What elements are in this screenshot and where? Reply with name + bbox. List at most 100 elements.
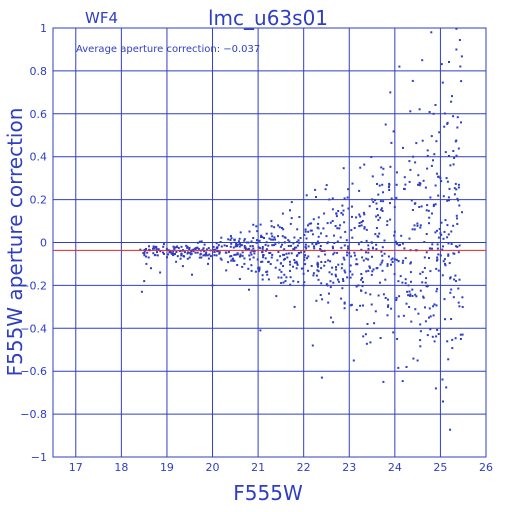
data-point bbox=[418, 108, 421, 111]
y-tick-label: 1 bbox=[40, 22, 47, 35]
data-point bbox=[438, 228, 441, 230]
data-point bbox=[219, 257, 222, 260]
data-point bbox=[434, 184, 437, 187]
data-point bbox=[458, 305, 461, 308]
data-point bbox=[250, 264, 253, 267]
data-point bbox=[205, 248, 208, 251]
data-point bbox=[238, 278, 241, 280]
data-point bbox=[323, 212, 326, 215]
data-point bbox=[276, 259, 279, 262]
data-point bbox=[456, 217, 458, 220]
data-point bbox=[367, 251, 370, 254]
data-point bbox=[265, 248, 268, 251]
data-point bbox=[174, 253, 176, 255]
data-point bbox=[428, 111, 431, 113]
data-point bbox=[303, 281, 306, 284]
data-point bbox=[241, 265, 244, 268]
data-point bbox=[365, 270, 368, 273]
data-point bbox=[359, 166, 362, 169]
data-point bbox=[432, 203, 435, 206]
data-point bbox=[389, 91, 392, 94]
data-point bbox=[377, 214, 379, 217]
data-point bbox=[296, 263, 299, 266]
data-point bbox=[233, 238, 236, 241]
data-point bbox=[243, 245, 246, 247]
data-point bbox=[441, 378, 444, 381]
data-point bbox=[452, 150, 455, 152]
data-point bbox=[266, 273, 269, 276]
data-point bbox=[390, 141, 393, 144]
data-point bbox=[145, 262, 148, 265]
data-point bbox=[257, 246, 260, 249]
data-point bbox=[455, 245, 458, 248]
data-point bbox=[436, 243, 439, 246]
data-point bbox=[239, 242, 241, 245]
data-point bbox=[375, 243, 378, 246]
data-point bbox=[238, 245, 241, 248]
data-point bbox=[296, 244, 299, 247]
data-point bbox=[317, 270, 320, 273]
data-point bbox=[290, 217, 293, 220]
data-point bbox=[446, 340, 449, 343]
data-point bbox=[442, 245, 444, 248]
data-point bbox=[396, 338, 399, 340]
data-point bbox=[202, 254, 205, 257]
data-point bbox=[429, 196, 432, 199]
data-point bbox=[232, 246, 235, 249]
data-point bbox=[373, 322, 376, 325]
data-point bbox=[448, 199, 450, 202]
data-point bbox=[450, 288, 453, 291]
data-point bbox=[380, 250, 383, 253]
data-point bbox=[268, 237, 271, 240]
data-point bbox=[267, 278, 270, 281]
data-point bbox=[182, 255, 185, 257]
data-point bbox=[424, 186, 427, 189]
data-point bbox=[320, 282, 323, 285]
data-point bbox=[361, 256, 364, 259]
data-point bbox=[393, 206, 396, 209]
data-point bbox=[298, 252, 301, 255]
data-point bbox=[227, 251, 230, 253]
data-point bbox=[180, 254, 183, 257]
data-point bbox=[150, 267, 152, 270]
data-point bbox=[453, 157, 456, 159]
data-point bbox=[402, 314, 405, 317]
data-point bbox=[355, 258, 358, 261]
data-point bbox=[332, 253, 335, 256]
data-point bbox=[227, 261, 230, 264]
data-point bbox=[417, 174, 420, 177]
y-tick-label: −0.6 bbox=[20, 365, 47, 378]
data-point bbox=[453, 187, 456, 190]
data-point bbox=[367, 269, 370, 272]
data-point bbox=[411, 79, 414, 82]
data-point bbox=[426, 285, 429, 288]
data-point bbox=[296, 254, 299, 257]
data-point bbox=[279, 245, 282, 248]
data-point bbox=[429, 270, 432, 273]
data-point bbox=[238, 237, 241, 240]
data-point bbox=[357, 284, 360, 287]
data-point bbox=[324, 253, 327, 256]
data-point bbox=[361, 277, 364, 280]
data-point bbox=[255, 225, 258, 228]
data-point bbox=[313, 245, 315, 248]
data-point bbox=[335, 215, 338, 218]
data-point bbox=[315, 196, 317, 198]
data-point bbox=[320, 267, 323, 270]
reference-lines bbox=[53, 242, 486, 251]
data-point bbox=[432, 112, 435, 115]
data-point bbox=[444, 318, 446, 321]
data-point bbox=[435, 290, 438, 293]
data-point bbox=[233, 253, 236, 256]
data-point bbox=[339, 236, 342, 239]
data-point bbox=[376, 183, 378, 185]
data-point bbox=[284, 280, 287, 283]
data-point bbox=[260, 260, 263, 263]
data-point bbox=[395, 196, 398, 199]
data-point bbox=[293, 259, 296, 261]
data-point bbox=[290, 252, 293, 255]
data-point bbox=[426, 167, 429, 170]
data-point bbox=[231, 257, 234, 260]
data-point bbox=[365, 239, 368, 242]
data-point bbox=[324, 261, 327, 263]
